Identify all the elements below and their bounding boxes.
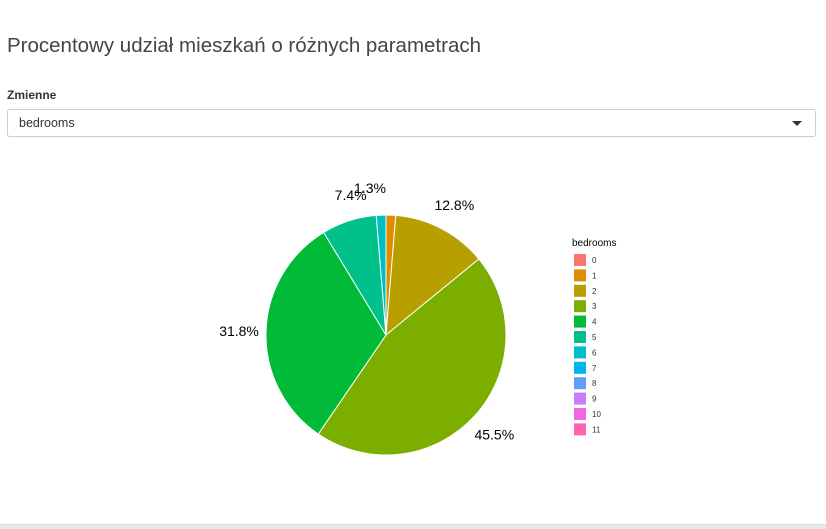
page-bottom-border [0,524,826,529]
slice-label-4: 31.8% [219,323,259,339]
legend-key-7 [574,361,586,374]
legend-label-7: 7 [592,364,597,373]
slice-label-5: 7.4% [335,187,367,203]
legend-label-6: 6 [592,348,597,357]
legend-key-6 [574,346,586,359]
legend-label-8: 8 [592,379,597,388]
legend-key-2 [574,284,586,297]
legend-key-10 [574,408,586,420]
legend-key-9 [574,392,586,405]
slice-label-6: 1.3% [354,180,386,196]
legend-label-3: 3 [592,302,597,311]
legend-label-9: 9 [592,395,597,404]
variable-select-value: bedrooms [19,116,75,130]
legend-key-8 [574,377,586,390]
legend-key-5 [574,331,586,343]
slice-label-2: 12.8% [434,197,474,213]
chevron-down-icon [792,121,802,126]
legend-key-4 [574,315,586,328]
pie-slice-labels: 12.8% 45.5% 31.8% 7.4%1.3% [219,180,514,442]
legend-label-0: 0 [592,256,597,265]
legend-key-0 [574,254,586,266]
legend-key-3 [574,300,586,313]
legend-label-10: 10 [592,410,601,419]
pie-slice-2 [385,214,480,337]
legend-label-5: 5 [592,333,597,342]
page-title: Procentowy udział mieszkań o różnych par… [7,34,481,57]
pie-slice-4 [265,231,387,435]
legend-label-2: 2 [592,287,597,296]
pie-slice-3 [317,258,507,456]
slice-label-3: 45.5% [474,426,514,442]
legend-key-11 [574,423,586,436]
variable-select[interactable]: bedrooms [7,109,816,137]
pie-slice-6 [375,214,387,336]
variable-select-label: Zmienne [7,88,57,102]
legend-label-11: 11 [592,425,601,434]
pie-slices [265,214,507,456]
legend-label-1: 1 [592,271,597,280]
legend-title: bedrooms [572,238,616,249]
chart-legend: bedrooms 0 1 2 3 4 5 6 7 8 9 10 11 [572,238,616,436]
legend-label-4: 4 [592,318,597,327]
legend-key-1 [574,269,586,282]
